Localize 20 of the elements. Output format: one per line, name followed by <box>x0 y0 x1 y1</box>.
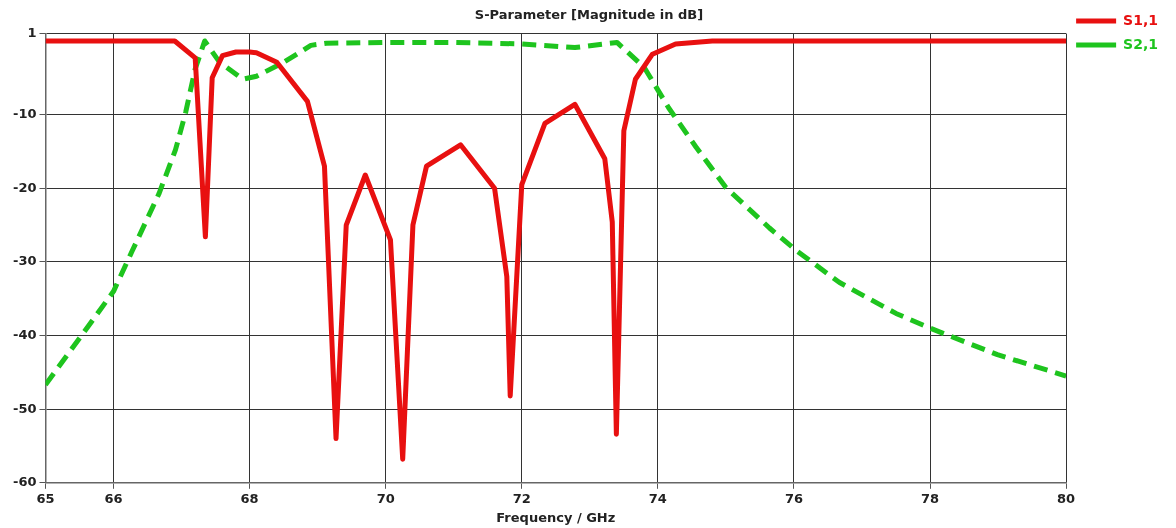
legend-label: S1,1 <box>1123 11 1159 28</box>
x-tick-label: 65 <box>36 490 55 506</box>
y-tick-label: -20 <box>12 179 37 195</box>
x-tick-label: 70 <box>376 490 395 506</box>
y-tick-label: -30 <box>12 253 37 269</box>
x-tick-label: 78 <box>920 490 940 506</box>
y-tick-label: -60 <box>12 474 37 490</box>
y-tick-label: -40 <box>12 326 37 342</box>
x-tick-label: 74 <box>648 490 667 506</box>
x-tick-label: 66 <box>104 490 123 506</box>
legend-label: S2,1 <box>1123 35 1159 52</box>
x-tick-label: 76 <box>784 490 803 506</box>
x-tick-label: 68 <box>240 490 259 506</box>
y-tick-label: 1 <box>27 24 37 40</box>
x-tick-label: 80 <box>1057 490 1076 506</box>
x-tick-label: 72 <box>512 490 531 506</box>
y-tick-label: -10 <box>12 105 37 121</box>
chart-title: S-Parameter [Magnitude in dB] <box>474 7 704 23</box>
y-tick-label: -50 <box>12 400 37 416</box>
x-axis-title: Frequency / GHz <box>496 509 616 525</box>
